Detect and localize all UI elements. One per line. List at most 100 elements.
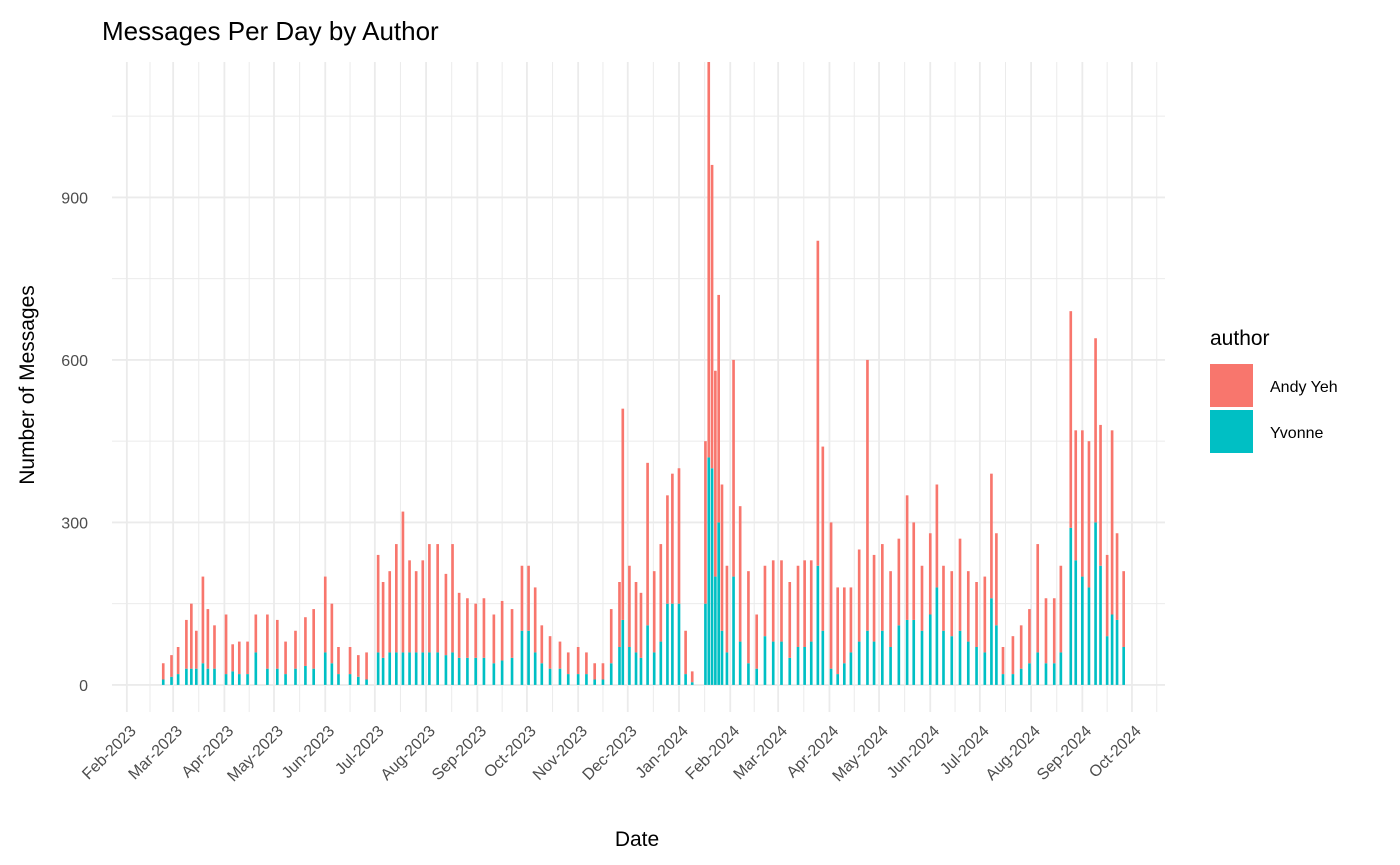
- bar-yvonne: [920, 630, 924, 685]
- bar-yvonne: [201, 663, 205, 685]
- bar-andy-yeh: [376, 554, 380, 653]
- bar-yvonne: [1115, 619, 1119, 685]
- bar-yvonne: [796, 647, 800, 685]
- bar-yvonne: [1094, 522, 1097, 685]
- bar-andy-yeh: [1122, 571, 1125, 647]
- bar-andy-yeh: [618, 582, 621, 647]
- bar-yvonne: [704, 603, 707, 685]
- bar-yvonne: [466, 657, 469, 685]
- bar-andy-yeh: [330, 603, 334, 664]
- bar-yvonne: [312, 668, 315, 685]
- bar-andy-yeh: [866, 359, 869, 631]
- x-tick-label: Aug-2024: [983, 723, 1044, 784]
- x-tick-label: Sep-2023: [429, 723, 490, 784]
- y-tick-label: 900: [61, 190, 88, 207]
- bar-yvonne: [677, 603, 681, 685]
- bar-yvonne: [1069, 527, 1073, 685]
- bar-andy-yeh: [966, 571, 970, 642]
- bar-yvonne: [710, 468, 714, 685]
- bar-yvonne: [194, 668, 198, 685]
- bar-yvonne: [365, 679, 368, 685]
- bar-andy-yeh: [266, 614, 269, 669]
- bar-yvonne: [897, 625, 901, 685]
- bar-andy-yeh: [593, 663, 597, 680]
- bar-andy-yeh: [254, 614, 258, 653]
- bar-yvonne: [176, 674, 180, 685]
- grid: [112, 62, 1165, 712]
- bar-yvonne: [206, 668, 210, 685]
- bar-andy-yeh: [284, 641, 287, 675]
- bar-andy-yeh: [185, 619, 188, 669]
- bar-yvonne: [621, 619, 625, 685]
- bar-andy-yeh: [1019, 625, 1023, 669]
- bar-andy-yeh: [935, 484, 939, 588]
- bar-andy-yeh: [527, 565, 530, 631]
- bar-andy-yeh: [492, 614, 496, 664]
- bar-andy-yeh: [421, 560, 425, 653]
- bar-andy-yeh: [576, 647, 580, 675]
- x-tick-label: Jun-2024: [884, 723, 943, 782]
- bar-yvonne: [720, 630, 724, 685]
- bar-andy-yeh: [1044, 598, 1048, 664]
- bar-andy-yeh: [690, 671, 694, 683]
- bar-yvonne: [585, 674, 588, 685]
- bar-andy-yeh: [720, 484, 724, 631]
- bar-yvonne: [659, 641, 663, 685]
- bar-yvonne: [1074, 560, 1078, 685]
- bar-andy-yeh: [365, 652, 368, 680]
- bar-yvonne: [849, 652, 853, 685]
- bar-andy-yeh: [628, 565, 631, 647]
- bar-andy-yeh: [1087, 441, 1091, 588]
- bar-andy-yeh: [1081, 430, 1084, 577]
- bar-yvonne: [1059, 652, 1063, 685]
- x-tick-label: Sep-2024: [1034, 723, 1095, 784]
- bar-yvonne: [809, 641, 813, 685]
- bar-yvonne: [294, 668, 297, 685]
- legend-label-andy-yeh: Andy Yeh: [1270, 379, 1338, 396]
- bar-yvonne: [1028, 663, 1031, 685]
- bar-andy-yeh: [710, 164, 714, 469]
- bar-andy-yeh: [950, 571, 954, 637]
- bar-yvonne: [330, 663, 334, 685]
- bar-andy-yeh: [905, 495, 909, 620]
- legend-key-yvonne: [1210, 410, 1253, 453]
- bar-yvonne: [803, 647, 806, 685]
- bar-yvonne: [829, 668, 833, 685]
- x-tick-label: Dec-2023: [580, 723, 641, 784]
- bar-yvonne: [780, 641, 783, 685]
- bar-andy-yeh: [704, 441, 707, 604]
- bar-yvonne: [421, 652, 425, 685]
- bar-yvonne: [254, 652, 258, 685]
- bar-yvonne: [190, 668, 193, 685]
- bar-andy-yeh: [356, 655, 360, 677]
- bar-andy-yeh: [717, 294, 720, 523]
- bar-andy-yeh: [304, 617, 307, 666]
- bar-yvonne: [836, 674, 840, 685]
- bar-yvonne: [213, 668, 216, 685]
- bar-yvonne: [231, 671, 234, 685]
- bar-andy-yeh: [803, 560, 806, 647]
- bar-yvonne: [821, 630, 825, 685]
- bar-yvonne: [444, 655, 448, 685]
- bar-andy-yeh: [1105, 554, 1109, 637]
- bar-andy-yeh: [1099, 424, 1102, 566]
- bar-andy-yeh: [388, 571, 392, 653]
- bar-yvonne: [609, 663, 613, 685]
- bar-yvonne: [457, 657, 461, 685]
- bar-andy-yeh: [231, 644, 234, 672]
- bar-andy-yeh: [788, 582, 792, 658]
- bar-andy-yeh: [444, 573, 448, 656]
- bar-andy-yeh: [190, 603, 193, 669]
- bar-yvonne: [170, 676, 173, 685]
- bar-yvonne: [500, 660, 504, 685]
- bar-andy-yeh: [816, 240, 820, 566]
- x-tick-label: Oct-2024: [1086, 723, 1145, 782]
- bar-andy-yeh: [849, 587, 853, 653]
- chart-title: Messages Per Day by Author: [102, 16, 439, 46]
- x-tick-label: Aug-2023: [378, 723, 439, 784]
- bar-andy-yeh: [771, 560, 775, 642]
- bar-andy-yeh: [585, 652, 588, 675]
- bar-yvonne: [246, 674, 249, 685]
- bar-yvonne: [540, 663, 544, 685]
